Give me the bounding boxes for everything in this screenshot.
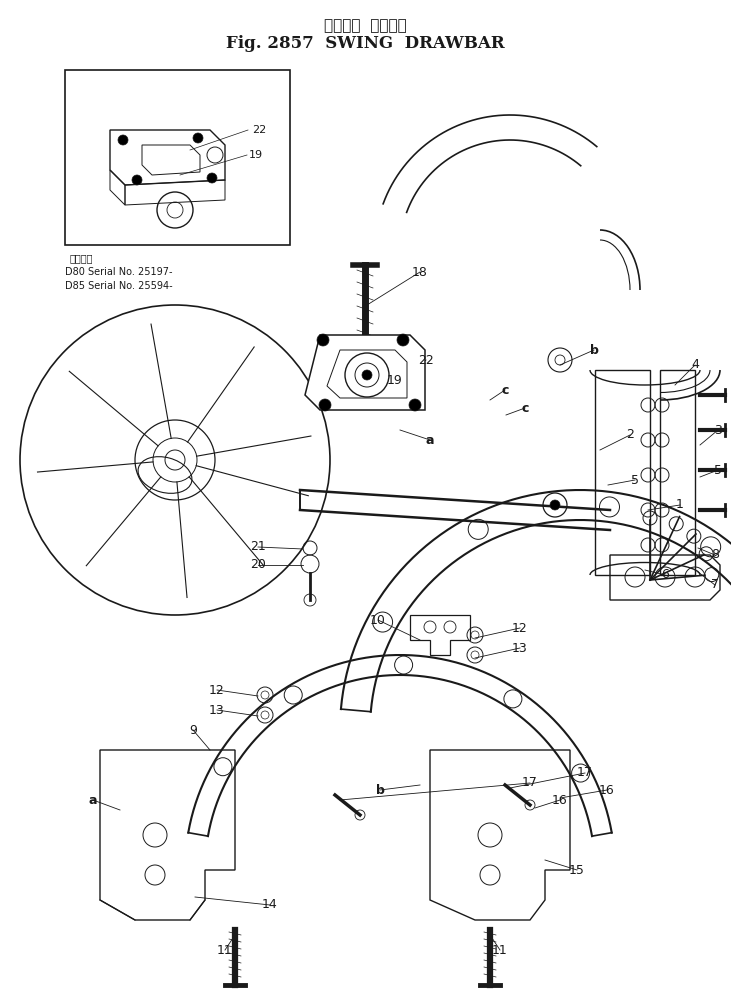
Circle shape (550, 500, 560, 510)
Text: 11: 11 (217, 944, 233, 956)
Text: a: a (425, 433, 434, 446)
Text: 22: 22 (252, 125, 266, 135)
Circle shape (207, 173, 217, 183)
Text: 1: 1 (676, 498, 684, 511)
Text: 5: 5 (714, 464, 722, 477)
Text: D85 Serial No. 25594-: D85 Serial No. 25594- (65, 281, 173, 291)
Text: 12: 12 (209, 683, 225, 696)
Text: 21: 21 (250, 541, 266, 554)
Text: 8: 8 (711, 549, 719, 562)
Text: 17: 17 (577, 766, 593, 779)
Text: a: a (88, 793, 97, 806)
Circle shape (132, 175, 142, 185)
Circle shape (397, 334, 409, 346)
Text: 13: 13 (209, 703, 225, 716)
Text: 5: 5 (631, 474, 639, 487)
Circle shape (118, 135, 128, 145)
Text: 11: 11 (492, 944, 508, 956)
Text: 19: 19 (387, 374, 403, 387)
Text: 18: 18 (412, 265, 428, 279)
Circle shape (319, 399, 331, 411)
Text: 3: 3 (714, 423, 722, 436)
Text: 17: 17 (522, 776, 538, 789)
Text: b: b (590, 343, 599, 356)
Text: 12: 12 (512, 621, 528, 635)
Text: 2: 2 (626, 428, 634, 441)
Text: 6: 6 (661, 569, 669, 582)
Text: 7: 7 (711, 579, 719, 591)
Text: 適用号機: 適用号機 (70, 253, 94, 263)
Text: D80 Serial No. 25197-: D80 Serial No. 25197- (65, 267, 173, 277)
Text: Fig. 2857  SWING  DRAWBAR: Fig. 2857 SWING DRAWBAR (226, 35, 505, 52)
Text: 16: 16 (552, 793, 568, 806)
Text: 19: 19 (249, 150, 263, 160)
Polygon shape (305, 335, 425, 410)
Text: 22: 22 (418, 353, 434, 367)
Text: 20: 20 (250, 559, 266, 572)
Text: 13: 13 (512, 642, 528, 655)
Text: b: b (376, 783, 385, 796)
Text: 10: 10 (370, 613, 386, 626)
Text: c: c (501, 384, 509, 397)
Text: 14: 14 (262, 898, 278, 912)
Circle shape (317, 334, 329, 346)
Text: 4: 4 (691, 358, 699, 372)
Circle shape (409, 399, 421, 411)
Text: 16: 16 (599, 783, 615, 796)
Circle shape (362, 370, 372, 380)
Text: スイング  ドローバ: スイング ドローバ (324, 18, 407, 33)
Text: 9: 9 (189, 724, 197, 737)
Bar (65, 70, 290, 245)
Text: 15: 15 (569, 863, 585, 876)
Text: c: c (521, 402, 529, 414)
Circle shape (193, 133, 203, 143)
